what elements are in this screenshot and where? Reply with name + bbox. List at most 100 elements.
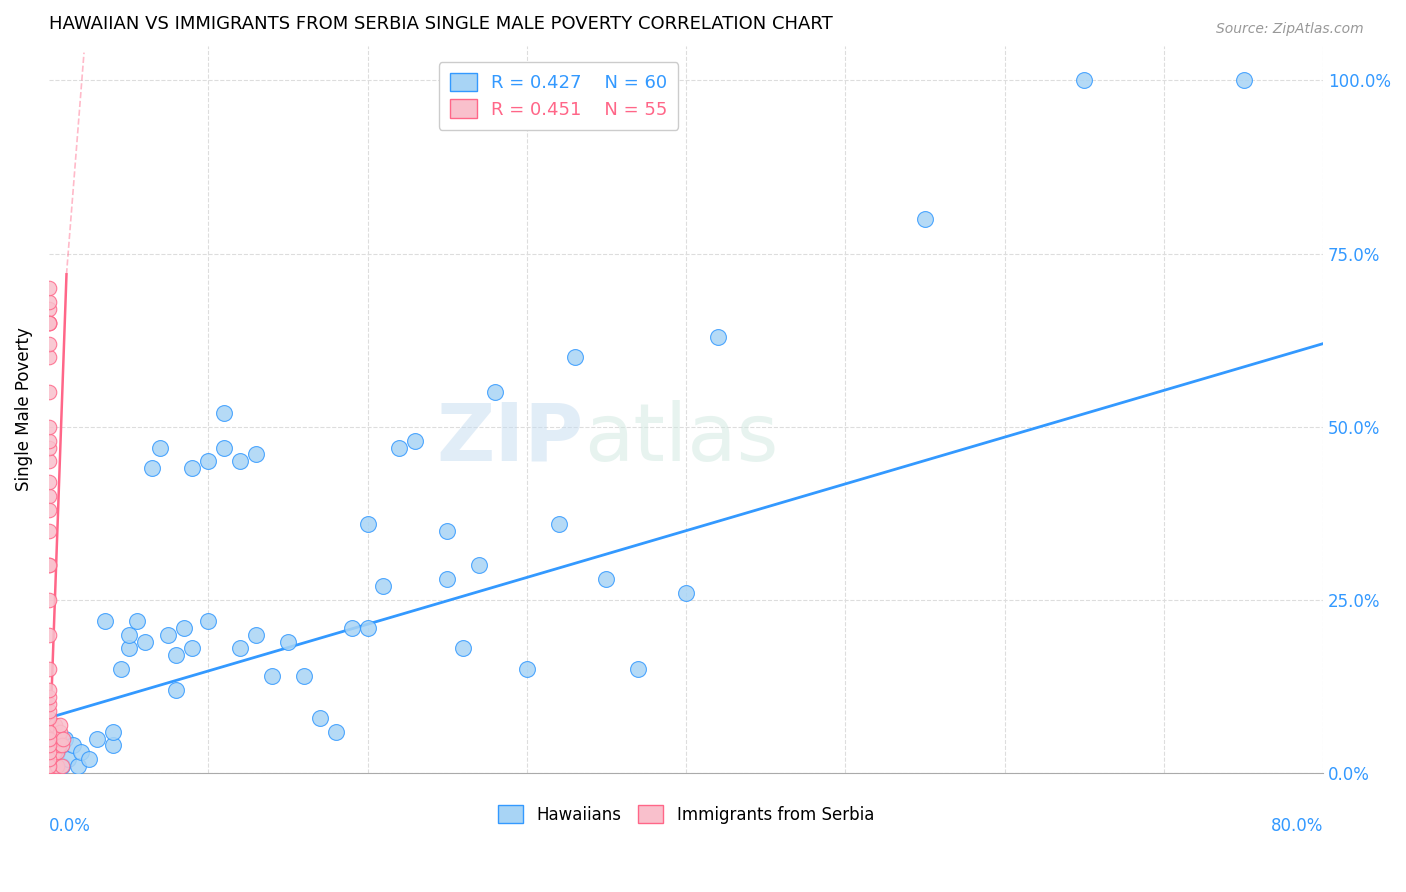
Legend: Hawaiians, Immigrants from Serbia: Hawaiians, Immigrants from Serbia [492, 799, 880, 830]
Point [627, 662, 650, 676]
Point [229, 641, 252, 656]
Point [38, 385, 60, 400]
Point [38, 759, 60, 773]
Point [69, 746, 91, 760]
Point [38, 731, 60, 746]
Point [38, 316, 60, 330]
Point [516, 662, 538, 676]
Point [38, 475, 60, 490]
Point [51, 759, 73, 773]
Point [356, 621, 378, 635]
Point [41, 752, 63, 766]
Point [49, 724, 72, 739]
Point [48, 731, 70, 746]
Point [38, 558, 60, 573]
Point [38, 593, 60, 607]
Point [675, 586, 697, 600]
Point [38, 524, 60, 538]
Point [38, 704, 60, 718]
Point [229, 454, 252, 468]
Point [38, 419, 60, 434]
Point [181, 461, 204, 475]
Point [245, 627, 267, 641]
Point [595, 572, 617, 586]
Point [38, 434, 60, 448]
Point [38, 724, 60, 739]
Point [44, 717, 66, 731]
Point [212, 441, 235, 455]
Point [101, 724, 124, 739]
Point [38, 489, 60, 503]
Point [44, 731, 66, 746]
Text: 80.0%: 80.0% [1271, 817, 1323, 835]
Point [51, 739, 73, 753]
Point [436, 572, 458, 586]
Point [914, 211, 936, 226]
Text: atlas: atlas [583, 400, 779, 477]
Point [38, 336, 60, 351]
Point [292, 669, 315, 683]
Point [38, 662, 60, 676]
Point [468, 558, 491, 573]
Point [173, 621, 195, 635]
Point [547, 516, 569, 531]
Point [38, 316, 60, 330]
Point [77, 752, 100, 766]
Point [157, 627, 180, 641]
Point [45, 759, 67, 773]
Point [212, 406, 235, 420]
Point [117, 641, 139, 656]
Point [356, 516, 378, 531]
Text: HAWAIIAN VS IMMIGRANTS FROM SERBIA SINGLE MALE POVERTY CORRELATION CHART: HAWAIIAN VS IMMIGRANTS FROM SERBIA SINGL… [49, 15, 832, 33]
Point [38, 752, 60, 766]
Point [325, 724, 347, 739]
Point [66, 759, 89, 773]
Point [38, 503, 60, 517]
Point [38, 351, 60, 365]
Y-axis label: Single Male Poverty: Single Male Poverty [15, 327, 32, 491]
Point [149, 441, 172, 455]
Point [38, 731, 60, 746]
Point [165, 648, 187, 663]
Text: 0.0%: 0.0% [49, 817, 91, 835]
Point [38, 316, 60, 330]
Point [93, 614, 115, 628]
Point [56, 752, 79, 766]
Point [404, 434, 426, 448]
Point [38, 739, 60, 753]
Point [110, 662, 132, 676]
Point [38, 690, 60, 704]
Point [53, 731, 76, 746]
Point [141, 461, 163, 475]
Point [181, 641, 204, 656]
Point [134, 634, 156, 648]
Text: Source: ZipAtlas.com: Source: ZipAtlas.com [1216, 22, 1364, 37]
Point [197, 614, 219, 628]
Point [38, 454, 60, 468]
Point [38, 752, 60, 766]
Point [39, 717, 62, 731]
Point [340, 621, 363, 635]
Point [48, 739, 70, 753]
Point [38, 746, 60, 760]
Point [38, 558, 60, 573]
Point [51, 759, 73, 773]
Point [38, 759, 60, 773]
Point [38, 441, 60, 455]
Point [245, 447, 267, 461]
Point [38, 295, 60, 310]
Point [484, 385, 506, 400]
Point [38, 683, 60, 698]
Point [308, 711, 330, 725]
Point [277, 634, 299, 648]
Point [125, 614, 148, 628]
Point [38, 301, 60, 316]
Point [41, 759, 63, 773]
Point [42, 739, 65, 753]
Point [38, 752, 60, 766]
Point [39, 724, 62, 739]
Point [38, 711, 60, 725]
Point [451, 641, 474, 656]
Point [260, 669, 283, 683]
Point [1232, 73, 1254, 87]
